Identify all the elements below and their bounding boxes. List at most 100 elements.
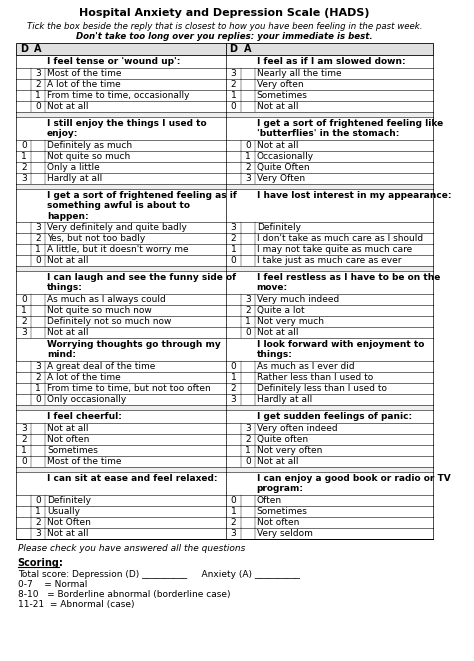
Text: I can enjoy a good book or radio or TV
program:: I can enjoy a good book or radio or TV p… — [256, 474, 450, 493]
Text: 1: 1 — [21, 446, 27, 455]
Text: 2: 2 — [245, 306, 251, 315]
Text: Total score: Depression (D) __________     Anxiety (A) __________: Total score: Depression (D) __________ A… — [18, 570, 300, 579]
Text: I feel restless as I have to be on the
move:: I feel restless as I have to be on the m… — [256, 273, 440, 292]
Text: Quite a lot: Quite a lot — [256, 306, 304, 315]
Bar — [16, 467, 434, 472]
Text: Scoring:: Scoring: — [18, 558, 64, 568]
Text: I can laugh and see the funny side of
things:: I can laugh and see the funny side of th… — [47, 273, 236, 292]
Text: A: A — [244, 44, 252, 54]
Text: 0: 0 — [21, 295, 27, 304]
Text: Yes, but not too badly: Yes, but not too badly — [47, 234, 145, 243]
Text: A lot of the time: A lot of the time — [47, 80, 121, 89]
Text: 0: 0 — [21, 141, 27, 150]
Text: Quite often: Quite often — [256, 435, 308, 444]
Text: Not quite so much: Not quite so much — [47, 152, 130, 161]
Text: Worrying thoughts go through my
mind:: Worrying thoughts go through my mind: — [47, 340, 221, 360]
Text: Sometimes: Sometimes — [47, 446, 98, 455]
Text: 1: 1 — [21, 152, 27, 161]
Text: Not at all: Not at all — [256, 328, 298, 337]
Text: 0: 0 — [231, 496, 237, 505]
Text: Not at all: Not at all — [47, 102, 89, 111]
Text: Usually: Usually — [47, 507, 80, 516]
Text: 0: 0 — [231, 362, 237, 371]
Text: 11-21  = Abnormal (case): 11-21 = Abnormal (case) — [18, 600, 134, 609]
Text: I feel tense or 'wound up':: I feel tense or 'wound up': — [47, 57, 180, 66]
Text: Very often indeed: Very often indeed — [256, 424, 337, 433]
Text: 0: 0 — [245, 328, 251, 337]
Text: 3: 3 — [35, 223, 41, 232]
Text: 1: 1 — [231, 91, 237, 100]
Text: D: D — [20, 44, 28, 54]
Text: Definitely not so much now: Definitely not so much now — [47, 317, 171, 326]
Text: Often: Often — [256, 496, 282, 505]
Text: Don't take too long over you replies: your immediate is best.: Don't take too long over you replies: yo… — [76, 32, 373, 41]
Text: From time to time, occasionally: From time to time, occasionally — [47, 91, 190, 100]
Text: 3: 3 — [21, 174, 27, 183]
Text: 2: 2 — [35, 80, 41, 89]
Text: 1: 1 — [245, 152, 251, 161]
Text: From time to time, but not too often: From time to time, but not too often — [47, 384, 211, 393]
Text: 0-7    = Normal: 0-7 = Normal — [18, 580, 87, 589]
Text: 0: 0 — [231, 256, 237, 265]
Text: Not Often: Not Often — [47, 518, 91, 527]
Text: Not very often: Not very often — [256, 446, 322, 455]
Text: A great deal of the time: A great deal of the time — [47, 362, 155, 371]
Text: 1: 1 — [245, 317, 251, 326]
Text: 3: 3 — [245, 424, 251, 433]
Text: I take just as much care as ever: I take just as much care as ever — [256, 256, 401, 265]
Text: 3: 3 — [231, 395, 237, 404]
Text: Not at all: Not at all — [47, 328, 89, 337]
Text: 2: 2 — [245, 163, 251, 172]
Text: Occasionally: Occasionally — [256, 152, 314, 161]
Text: Definitely: Definitely — [47, 496, 91, 505]
Text: A: A — [34, 44, 42, 54]
Text: D: D — [229, 44, 237, 54]
Text: Hospital Anxiety and Depression Scale (HADS): Hospital Anxiety and Depression Scale (H… — [80, 8, 370, 18]
Text: Sometimes: Sometimes — [256, 91, 308, 100]
Text: 1: 1 — [231, 373, 237, 382]
Text: Not at all: Not at all — [47, 529, 89, 538]
Text: I don't take as much care as I should: I don't take as much care as I should — [256, 234, 423, 243]
Text: 1: 1 — [231, 245, 237, 254]
Text: 1: 1 — [35, 245, 41, 254]
Text: 2: 2 — [35, 518, 41, 527]
Text: 1: 1 — [21, 306, 27, 315]
Text: 0: 0 — [35, 496, 41, 505]
Text: I have lost interest in my appearance:: I have lost interest in my appearance: — [256, 191, 451, 200]
Text: I get a sort of frightened feeling like
'butterflies' in the stomach:: I get a sort of frightened feeling like … — [256, 119, 443, 138]
Text: 3: 3 — [231, 529, 237, 538]
Text: 2: 2 — [21, 317, 27, 326]
Bar — [16, 43, 434, 55]
Text: Only a little: Only a little — [47, 163, 100, 172]
Text: 3: 3 — [21, 424, 27, 433]
Text: I can sit at ease and feel relaxed:: I can sit at ease and feel relaxed: — [47, 474, 218, 483]
Text: 2: 2 — [21, 163, 27, 172]
Text: 1: 1 — [245, 446, 251, 455]
Text: Most of the time: Most of the time — [47, 457, 121, 466]
Bar — [16, 184, 434, 189]
Text: As much as I always could: As much as I always could — [47, 295, 166, 304]
Text: A lot of the time: A lot of the time — [47, 373, 121, 382]
Text: 0: 0 — [245, 141, 251, 150]
Text: 2: 2 — [231, 384, 237, 393]
Text: Not at all: Not at all — [47, 256, 89, 265]
Text: Definitely as much: Definitely as much — [47, 141, 132, 150]
Text: 2: 2 — [231, 234, 237, 243]
Text: Very seldom: Very seldom — [256, 529, 312, 538]
Text: 0: 0 — [21, 457, 27, 466]
Text: 1: 1 — [231, 507, 237, 516]
Text: Nearly all the time: Nearly all the time — [256, 69, 341, 78]
Text: 1: 1 — [35, 384, 41, 393]
Text: 2: 2 — [231, 80, 237, 89]
Text: I still enjoy the things I used to
enjoy:: I still enjoy the things I used to enjoy… — [47, 119, 207, 138]
Text: Not often: Not often — [47, 435, 89, 444]
Text: 0: 0 — [231, 102, 237, 111]
Text: 0: 0 — [35, 256, 41, 265]
Text: Very often: Very often — [256, 80, 303, 89]
Text: Please check you have answered all the questions: Please check you have answered all the q… — [18, 544, 245, 553]
Text: 2: 2 — [35, 373, 41, 382]
Text: 2: 2 — [21, 435, 27, 444]
Text: Definitely: Definitely — [256, 223, 301, 232]
Text: 3: 3 — [231, 223, 237, 232]
Text: 8-10   = Borderline abnormal (borderline case): 8-10 = Borderline abnormal (borderline c… — [18, 590, 230, 599]
